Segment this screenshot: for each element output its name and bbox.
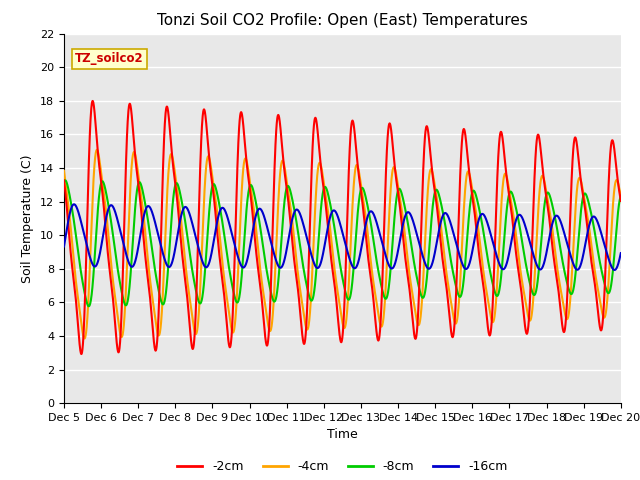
Y-axis label: Soil Temperature (C): Soil Temperature (C) (22, 154, 35, 283)
Legend: -2cm, -4cm, -8cm, -16cm: -2cm, -4cm, -8cm, -16cm (172, 455, 513, 478)
Text: TZ_soilco2: TZ_soilco2 (75, 52, 144, 65)
Title: Tonzi Soil CO2 Profile: Open (East) Temperatures: Tonzi Soil CO2 Profile: Open (East) Temp… (157, 13, 528, 28)
X-axis label: Time: Time (327, 429, 358, 442)
